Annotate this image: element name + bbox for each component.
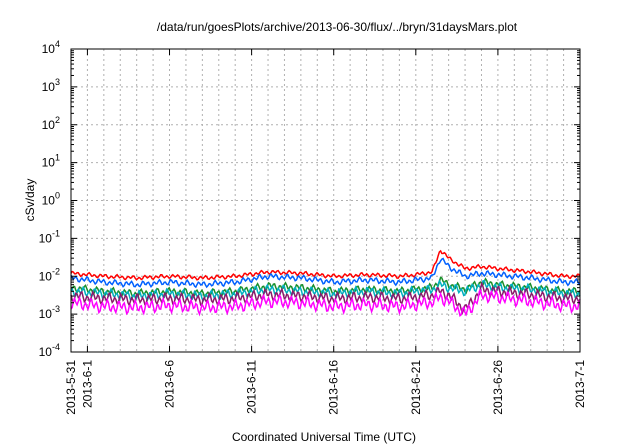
y-tick-labels: 104 103 102 101 100 10-1 10-2 10-3 10-4: [39, 39, 60, 359]
x-tick-label: 2013-7-1: [573, 360, 587, 408]
y-tick-label: 10-3: [39, 304, 60, 321]
y-tick-label: 102: [42, 115, 60, 132]
chart-title: /data/run/goesPlots/archive/2013-06-30/f…: [157, 20, 518, 34]
y-tick-label: 10-4: [39, 342, 60, 359]
axis-ticks: [70, 48, 581, 353]
x-tick-label: 2013-6-11: [245, 360, 259, 414]
series-line: [70, 280, 581, 315]
y-tick-label: 103: [42, 77, 60, 94]
series-line: [70, 249, 581, 281]
x-tick-label: 2013-6-6: [163, 360, 177, 408]
data-series: [70, 249, 581, 318]
grid-lines: [71, 49, 580, 352]
x-tick-label: 2013-5-31: [64, 360, 78, 415]
x-tick-label: 2013-6-1: [80, 360, 94, 408]
y-tick-label: 10-2: [39, 266, 60, 283]
series-line: [70, 289, 581, 318]
x-tick-labels: 2013-5-31 2013-6-1 2013-6-6 2013-6-11 2013-6…: [64, 360, 587, 415]
series-line: [70, 257, 581, 289]
y-axis-label: cSv/day: [23, 179, 37, 222]
x-axis-label: Coordinated Universal Time (UTC): [232, 430, 416, 444]
x-tick-label: 2013-6-26: [491, 360, 505, 415]
y-tick-label: 10-1: [39, 228, 60, 245]
x-tick-label: 2013-6-16: [327, 360, 341, 415]
y-tick-label: 101: [42, 153, 60, 170]
y-tick-label: 104: [42, 39, 60, 56]
y-tick-label: 100: [42, 191, 60, 208]
x-tick-label: 2013-6-21: [409, 360, 423, 415]
